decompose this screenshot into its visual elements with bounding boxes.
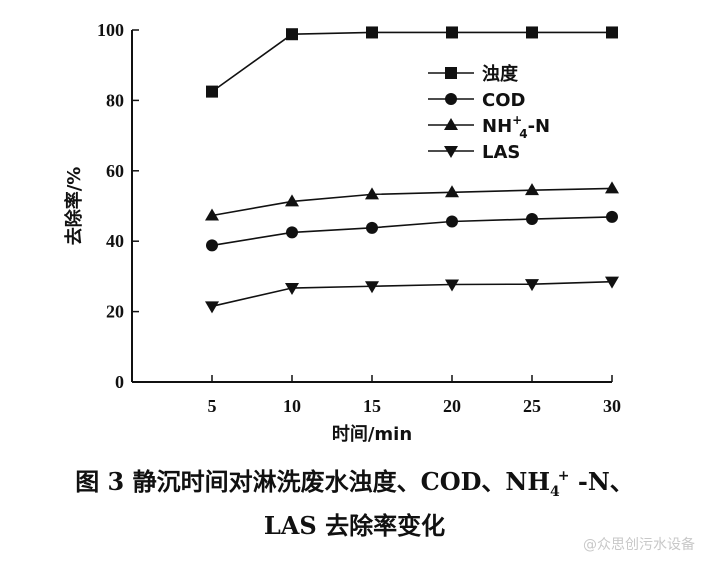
series-las xyxy=(205,276,619,314)
line-chart: 0 20 40 60 80 100 5 10 15 20 25 30 时间/min 去除率/% 浊度 CODN… xyxy=(63,20,621,445)
x-tick-label: 5 xyxy=(208,396,217,416)
y-tick-label: 40 xyxy=(106,231,124,251)
y-tick-label: 0 xyxy=(115,372,124,392)
x-tick-label: 20 xyxy=(443,396,461,416)
x-tick-label: 10 xyxy=(283,396,301,416)
data-point-cod xyxy=(286,226,298,239)
data-point-turbidity xyxy=(606,26,618,39)
data-point-las xyxy=(525,279,539,292)
caption-prefix: 图 3 静沉时间对淋洗废水浊度、COD、NH xyxy=(75,467,551,496)
data-point-las xyxy=(285,283,299,296)
series-cod xyxy=(206,210,618,252)
data-point-las xyxy=(365,281,379,294)
figure-caption-line2: LAS 去除率变化 xyxy=(263,511,446,540)
legend-item-ammonia: NH+ 4-N xyxy=(428,113,550,141)
legend-item-cod: COD xyxy=(428,90,525,111)
data-point-cod xyxy=(366,221,378,234)
y-tick-label: 60 xyxy=(106,161,124,181)
legend-marker xyxy=(445,93,457,105)
data-point-ammonia xyxy=(525,183,539,196)
data-point-turbidity xyxy=(446,26,458,39)
watermark: @众思创污水设备 xyxy=(583,537,695,553)
legend-marker xyxy=(444,118,458,130)
data-point-cod xyxy=(206,239,218,252)
data-point-cod xyxy=(606,210,618,223)
data-point-ammonia xyxy=(365,187,379,200)
figure-caption-line1: 图 3 静沉时间对淋洗废水浊度、COD、NH4+ -N、 xyxy=(0,462,709,500)
legend-marker xyxy=(445,67,457,79)
legend-label-ammonia: NH+ 4-N xyxy=(482,113,550,141)
series-turbidity xyxy=(206,26,618,98)
legend-label-las: LAS xyxy=(482,142,520,163)
legend-label-cod: COD xyxy=(482,90,525,111)
y-tick-label: 20 xyxy=(106,302,124,322)
data-point-ammonia xyxy=(605,181,619,194)
series-ammonia xyxy=(205,181,619,221)
series-line-las xyxy=(211,280,613,308)
data-point-turbidity xyxy=(526,26,538,39)
x-tick-label: 25 xyxy=(523,396,541,416)
y-tick-label: 100 xyxy=(97,20,124,40)
data-point-turbidity xyxy=(206,85,218,98)
x-tick-label: 30 xyxy=(603,396,621,416)
x-axis-label: 时间/min xyxy=(332,424,412,445)
legend-label-turbidity: 浊度 xyxy=(482,63,519,85)
series-line-turbidity xyxy=(211,31,612,93)
data-point-ammonia xyxy=(205,208,219,221)
series-line-cod xyxy=(211,216,613,247)
caption-suffix: -N、 xyxy=(569,467,634,496)
data-point-las xyxy=(605,276,619,289)
data-point-cod xyxy=(526,213,538,226)
legend-marker xyxy=(444,146,458,158)
data-point-ammonia xyxy=(285,194,299,207)
data-point-las xyxy=(205,301,219,314)
data-point-turbidity xyxy=(286,28,298,41)
caption-subscript: 4 xyxy=(550,484,560,500)
y-tick-label: 80 xyxy=(106,90,124,110)
caption-superscript: + xyxy=(557,468,570,484)
legend-item-turbidity: 浊度 xyxy=(428,63,519,85)
data-point-las xyxy=(445,279,459,292)
data-point-ammonia xyxy=(445,185,459,198)
data-point-turbidity xyxy=(366,26,378,39)
series-line-ammonia xyxy=(211,187,613,217)
legend-item-las: LAS xyxy=(428,142,520,163)
y-axis-label: 去除率/% xyxy=(63,167,85,246)
x-tick-label: 15 xyxy=(363,396,381,416)
data-point-cod xyxy=(446,215,458,228)
